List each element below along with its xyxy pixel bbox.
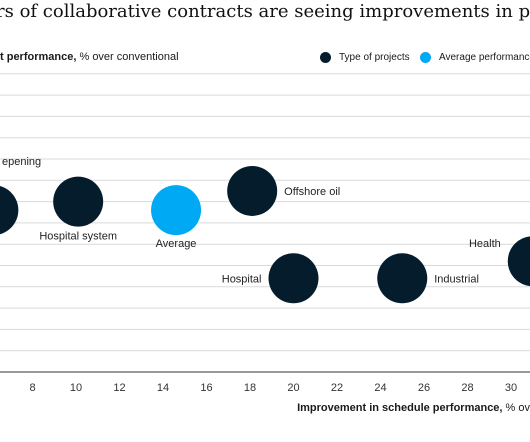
x-tick-label: 24 bbox=[374, 382, 386, 394]
x-tick-label: 28 bbox=[461, 382, 473, 394]
y-axis-label-rest: % over conventional bbox=[76, 51, 179, 63]
x-axis-label: Improvement in schedule performance, % o… bbox=[297, 402, 530, 414]
bubble-label: epening bbox=[2, 156, 41, 168]
legend-swatch-projects bbox=[320, 52, 331, 63]
x-tick-label: 22 bbox=[331, 382, 343, 394]
x-tick-label: 8 bbox=[29, 382, 35, 394]
x-tick-label: 20 bbox=[287, 382, 299, 394]
bubble-offshore-oil bbox=[227, 165, 278, 216]
bubble-hospital bbox=[268, 253, 319, 304]
x-tick-label: 26 bbox=[418, 382, 430, 394]
x-tick-label: 16 bbox=[200, 382, 212, 394]
x-tick-label: 12 bbox=[113, 382, 125, 394]
chart-title: rs of collaborative contracts are seeing… bbox=[0, 1, 530, 22]
x-tick-label: 18 bbox=[244, 382, 256, 394]
bubble-average bbox=[151, 185, 202, 236]
x-tick-label: 30 bbox=[505, 382, 517, 394]
bubble-label: Average bbox=[156, 238, 197, 250]
bubble-label: Industrial bbox=[434, 273, 479, 285]
bubble-label: Offshore oil bbox=[284, 186, 340, 198]
x-tick-label: 10 bbox=[70, 382, 82, 394]
bubble-health bbox=[507, 236, 530, 287]
y-axis-label: t performance, % over conventional bbox=[0, 51, 179, 63]
bubble-hospital-system bbox=[53, 176, 104, 227]
x-tick-label: 14 bbox=[157, 382, 169, 394]
bubble-industrial bbox=[377, 253, 428, 304]
bubble-label: Hospital system bbox=[39, 231, 117, 243]
x-axis-label-rest: % ov bbox=[502, 402, 530, 414]
y-axis-label-bold: t performance, bbox=[0, 51, 77, 63]
legend-label-average: Average performance c bbox=[439, 52, 530, 63]
legend-item-projects: Type of projects bbox=[320, 52, 410, 63]
legend-swatch-average bbox=[420, 52, 431, 63]
bubble-label: Health bbox=[469, 238, 501, 250]
bubble-epening bbox=[0, 186, 19, 235]
legend-label-projects: Type of projects bbox=[339, 52, 410, 63]
bubble-label: Hospital bbox=[222, 273, 262, 285]
x-axis-label-bold: Improvement in schedule performance, bbox=[297, 402, 503, 414]
legend-item-average: Average performance c bbox=[420, 52, 530, 63]
